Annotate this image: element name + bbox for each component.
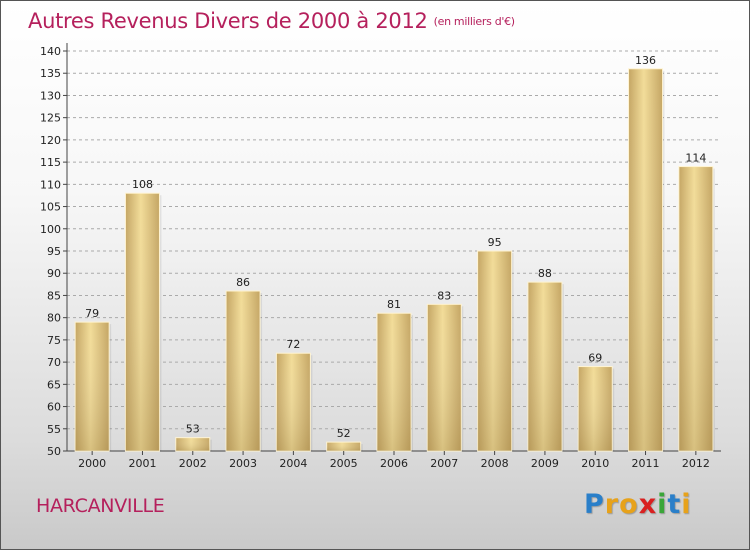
data-label: 81	[387, 298, 401, 311]
y-tick-label: 135	[40, 67, 61, 80]
logo-letter: t	[667, 489, 682, 520]
x-tick-label: 2008	[481, 457, 509, 470]
logo-letter: P	[584, 489, 605, 520]
x-tick-label: 2012	[682, 457, 710, 470]
bar-shade	[226, 291, 261, 451]
data-label: 79	[85, 307, 99, 320]
data-label: 136	[635, 54, 656, 67]
x-tick-labels: 2000 2001 2002 2003 2004 2005 2006 2007 2008 2009…	[78, 451, 710, 470]
bar-shade	[578, 366, 613, 451]
data-label: 88	[538, 267, 552, 280]
data-label: 83	[437, 289, 451, 302]
x-tick-label: 2001	[128, 457, 156, 470]
logo-letter: r	[604, 489, 620, 520]
logo-letter: i	[681, 489, 692, 520]
logo-letter: i	[657, 489, 668, 520]
y-tick-label: 115	[40, 156, 61, 169]
bar-shade	[427, 304, 462, 451]
x-tick-label: 2011	[632, 457, 660, 470]
chart-title: Autres Revenus Divers de 2000 à 2012 (en …	[28, 9, 515, 33]
y-tick-label: 55	[47, 423, 61, 436]
x-tick-label: 2004	[279, 457, 307, 470]
y-tick-label: 85	[47, 289, 61, 302]
data-label: 108	[132, 178, 153, 191]
x-tick-label: 2007	[430, 457, 458, 470]
data-label: 52	[337, 427, 351, 440]
commune-name: HARCANVILLE	[36, 495, 165, 517]
y-tick-label: 75	[47, 334, 61, 347]
y-tick-label: 105	[40, 201, 61, 214]
y-tick-label: 100	[40, 223, 61, 236]
bar-shade	[75, 322, 110, 451]
data-label: 86	[236, 276, 250, 289]
bar-shade	[326, 442, 361, 451]
bar-shade	[377, 313, 411, 451]
data-labels: 79 108 53 86 72 52 81 83 95 88 69 136 114	[85, 54, 706, 440]
logo-letter: x	[638, 489, 658, 520]
y-tick-label: 130	[40, 89, 61, 102]
chart-unit: (en milliers d'€)	[433, 15, 515, 28]
y-tick-label: 60	[47, 401, 61, 414]
x-tick-label: 2003	[229, 457, 257, 470]
bars	[74, 68, 715, 452]
y-tick-label: 65	[47, 378, 61, 391]
proxiti-logo: Proxiti	[584, 489, 692, 520]
chart-title-text: Autres Revenus Divers de 2000 à 2012	[28, 9, 428, 33]
x-tick-label: 2000	[78, 457, 106, 470]
logo-letter: o	[619, 489, 639, 520]
y-tick-label: 90	[47, 267, 61, 280]
bar-shade	[678, 166, 713, 452]
y-tick-labels: 50 55 60 65 70 75 80 85 90 95 100 105 110 115 120 125 13…	[40, 45, 61, 458]
x-tick-label: 2010	[581, 457, 609, 470]
y-tick-label: 95	[47, 245, 61, 258]
data-label: 69	[588, 352, 602, 365]
bar-shade	[477, 251, 512, 451]
x-tick-label: 2006	[380, 457, 408, 470]
y-tick-label: 110	[40, 178, 61, 191]
y-tick-label: 70	[47, 356, 61, 369]
y-tick-label: 80	[47, 312, 61, 325]
x-tick-label: 2002	[179, 457, 207, 470]
x-tick-label: 2005	[330, 457, 358, 470]
bar-shade	[125, 193, 160, 451]
x-tick-label: 2009	[531, 457, 559, 470]
y-tick-label: 50	[47, 445, 61, 458]
y-tick-label: 125	[40, 112, 61, 125]
data-label: 114	[685, 152, 706, 165]
data-label: 72	[286, 338, 300, 351]
bar-shade	[527, 282, 562, 451]
y-tick-label: 120	[40, 134, 61, 147]
data-label: 95	[488, 236, 502, 249]
bar-shade	[628, 68, 663, 452]
bar-shade	[276, 353, 311, 451]
y-tick-label: 140	[40, 45, 61, 58]
bar-shade	[175, 437, 210, 451]
data-label: 53	[186, 423, 200, 436]
